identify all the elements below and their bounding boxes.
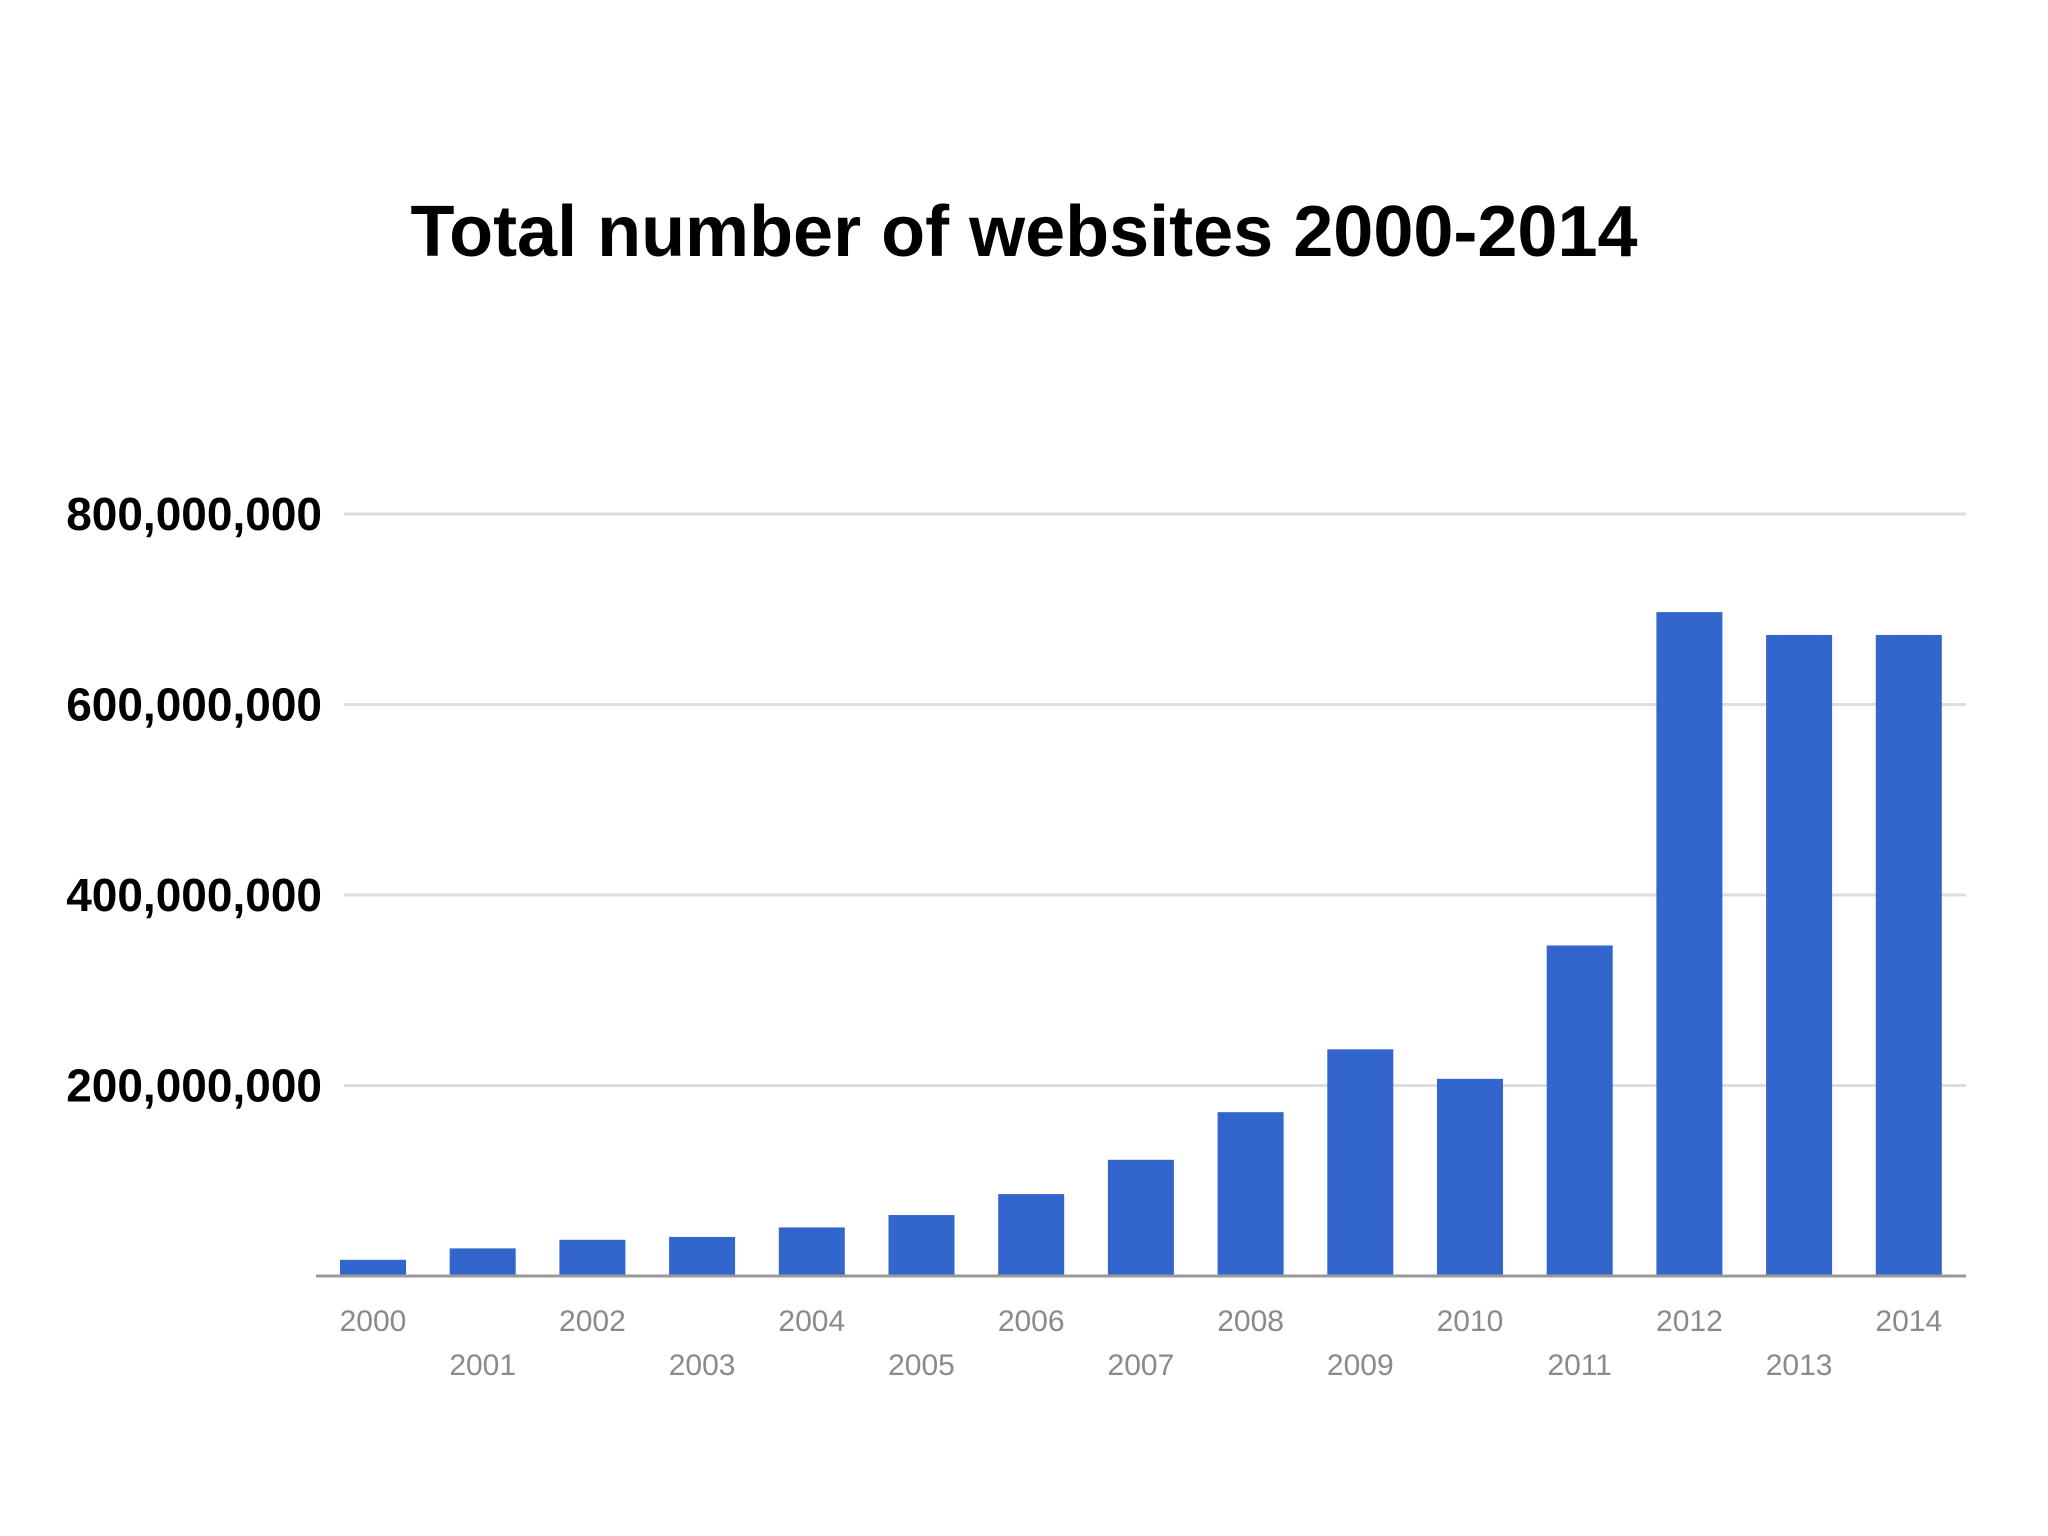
x-tick-label-2012: 2012 xyxy=(1656,1305,1723,1338)
x-tick-label-2007: 2007 xyxy=(1108,1349,1175,1382)
x-tick-label-2001: 2001 xyxy=(449,1349,516,1382)
y-axis-tick-labels: 200,000,000 400,000,000 600,000,000 800,000… xyxy=(66,488,322,1112)
gridlines xyxy=(344,512,1966,1087)
x-tick-label-2000: 2000 xyxy=(340,1305,407,1338)
chart-title: Total number of websites 2000-2014 xyxy=(410,192,1638,272)
y-tick-label: 200,000,000 xyxy=(66,1060,322,1112)
bar-2013 xyxy=(1766,634,1833,1276)
y-tick-label: 600,000,000 xyxy=(66,679,322,731)
x-tick-label-2014: 2014 xyxy=(1875,1305,1942,1338)
bar-2009 xyxy=(1327,1049,1394,1276)
bar-2001 xyxy=(449,1248,516,1276)
bar-2011 xyxy=(1546,945,1613,1276)
bar-2003 xyxy=(669,1236,736,1276)
bar-2014 xyxy=(1875,634,1942,1276)
x-tick-label-2003: 2003 xyxy=(669,1349,736,1382)
bar-2000 xyxy=(340,1259,406,1276)
x-tick-label-2009: 2009 xyxy=(1327,1349,1394,1382)
bar-2002 xyxy=(559,1239,626,1276)
bar-2004 xyxy=(778,1227,845,1276)
bar-2010 xyxy=(1437,1078,1503,1276)
bar-2007 xyxy=(1107,1159,1174,1276)
x-tick-label-2006: 2006 xyxy=(998,1305,1065,1338)
x-tick-label-2010: 2010 xyxy=(1437,1305,1504,1338)
x-tick-label-2013: 2013 xyxy=(1766,1349,1833,1382)
x-tick-label-2002: 2002 xyxy=(559,1305,626,1338)
x-tick-label-2005: 2005 xyxy=(888,1349,955,1382)
bar-2006 xyxy=(998,1194,1065,1276)
bar-2008 xyxy=(1217,1112,1284,1276)
x-tick-label-2008: 2008 xyxy=(1217,1305,1284,1338)
y-tick-label: 400,000,000 xyxy=(66,869,322,921)
y-tick-label: 800,000,000 xyxy=(66,488,322,540)
x-axis-tick-labels: 2000 2001 2002 2003 2004 2005 2006 2007 2008 2009… xyxy=(340,1305,1943,1382)
bar-2012 xyxy=(1656,612,1723,1276)
x-tick-label-2011: 2011 xyxy=(1547,1349,1612,1382)
bar-2005 xyxy=(888,1215,955,1276)
x-tick-label-2004: 2004 xyxy=(778,1305,845,1338)
bars xyxy=(340,612,1942,1276)
